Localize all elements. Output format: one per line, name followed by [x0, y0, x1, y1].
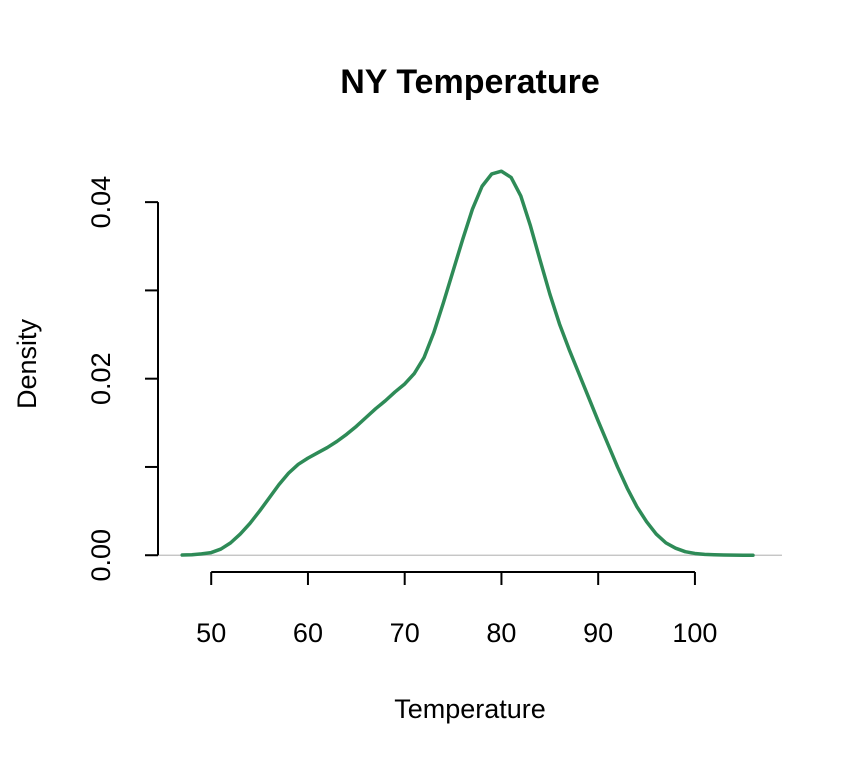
density-curve: [180, 169, 755, 557]
y-tick-label: 0.02: [86, 352, 116, 405]
x-tick-label: 90: [583, 618, 613, 648]
y-axis-ticks: 0.00 0.02 0.04: [86, 176, 158, 582]
x-axis-ticks: 50 60 70 80 90 100: [196, 572, 717, 648]
x-tick-label: 80: [486, 618, 516, 648]
x-tick-label: 60: [293, 618, 323, 648]
x-axis-title: Temperature: [394, 694, 546, 724]
y-axis-title: Density: [12, 318, 42, 409]
x-tick-label: 100: [672, 618, 717, 648]
x-tick-label: 70: [390, 618, 420, 648]
chart-title: NY Temperature: [340, 63, 600, 101]
y-tick-label: 0.00: [86, 529, 116, 582]
x-tick-label: 50: [196, 618, 226, 648]
y-tick-label: 0.04: [86, 176, 116, 229]
